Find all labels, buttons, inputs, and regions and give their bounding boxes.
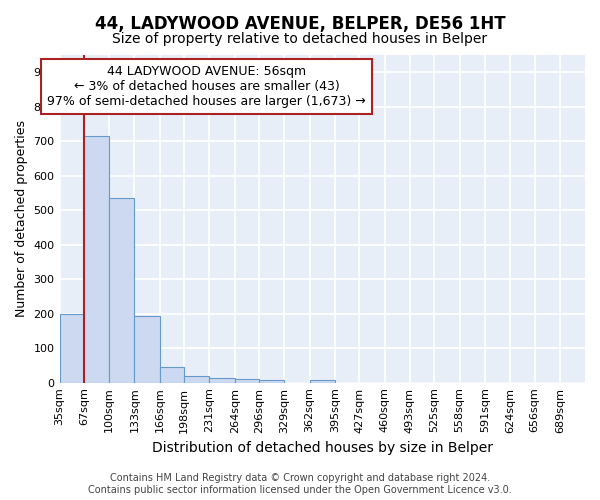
Bar [84,136,109,382]
Bar [310,380,335,382]
Bar [59,314,84,382]
Bar [209,378,235,382]
Bar [160,367,184,382]
Bar [109,198,134,382]
Text: Contains HM Land Registry data © Crown copyright and database right 2024.
Contai: Contains HM Land Registry data © Crown c… [88,474,512,495]
Bar [134,316,160,382]
Text: Size of property relative to detached houses in Belper: Size of property relative to detached ho… [112,32,488,46]
Text: 44, LADYWOOD AVENUE, BELPER, DE56 1HT: 44, LADYWOOD AVENUE, BELPER, DE56 1HT [95,15,505,33]
X-axis label: Distribution of detached houses by size in Belper: Distribution of detached houses by size … [152,441,493,455]
Bar [235,378,259,382]
Bar [259,380,284,382]
Y-axis label: Number of detached properties: Number of detached properties [15,120,28,318]
Bar [184,376,209,382]
Text: 44 LADYWOOD AVENUE: 56sqm
← 3% of detached houses are smaller (43)
97% of semi-d: 44 LADYWOOD AVENUE: 56sqm ← 3% of detach… [47,65,366,108]
